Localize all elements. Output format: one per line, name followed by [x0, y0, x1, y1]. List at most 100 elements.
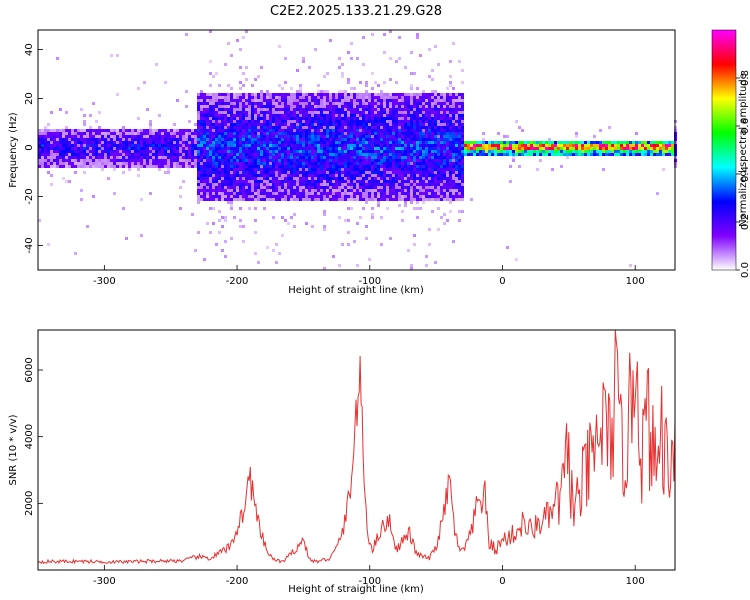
spectrogram-cell: [395, 174, 398, 177]
spectrogram-cell: [212, 174, 215, 177]
spectrogram-cell: [626, 147, 629, 150]
spectrogram-cell: [341, 108, 344, 111]
spectrogram-cell: [410, 114, 413, 117]
spectrogram-cell: [248, 99, 251, 102]
spectrogram-cell: [305, 159, 308, 162]
spectrogram-cell: [659, 141, 662, 144]
spectrogram-cell: [170, 138, 173, 141]
spectrogram-cell: [92, 159, 95, 162]
spectrogram-cell: [335, 144, 338, 147]
spectrogram-x-tick-label: -300: [93, 276, 116, 287]
spectrogram-cell: [233, 96, 236, 99]
spectrogram-cell: [221, 126, 224, 129]
spectrogram-cell: [461, 93, 464, 96]
spectrogram-cell: [92, 102, 95, 105]
spectrogram-cell: [215, 174, 218, 177]
spectrogram-cell: [422, 189, 425, 192]
spectrogram-cell: [359, 147, 362, 150]
spectrogram-cell: [395, 126, 398, 129]
spectrogram-cell: [173, 129, 176, 132]
spectrogram-cell: [209, 141, 212, 144]
spectrogram-cell: [401, 210, 404, 213]
spectrogram-cell: [317, 138, 320, 141]
spectrogram-cell: [443, 99, 446, 102]
spectrogram-cell: [311, 123, 314, 126]
spectrogram-cell: [389, 120, 392, 123]
spectrogram-cell: [344, 162, 347, 165]
spectrogram-cell: [371, 93, 374, 96]
spectrogram-cell: [362, 138, 365, 141]
spectrogram-cell: [341, 171, 344, 174]
spectrogram-cell: [224, 102, 227, 105]
spectrogram-cell: [239, 186, 242, 189]
spectrogram-cell: [293, 147, 296, 150]
spectrogram-cell: [389, 93, 392, 96]
spectrogram-cell: [461, 135, 464, 138]
spectrogram-cell: [644, 144, 647, 147]
spectrogram-cell: [197, 147, 200, 150]
spectrogram-cell: [236, 132, 239, 135]
spectrogram-cell: [230, 87, 233, 90]
spectrogram-cell: [71, 147, 74, 150]
spectrogram-cell: [623, 144, 626, 147]
spectrogram-cell: [404, 132, 407, 135]
spectrogram-cell: [347, 138, 350, 141]
spectrogram-cell: [380, 102, 383, 105]
spectrogram-cell: [98, 126, 101, 129]
spectrogram-cell: [305, 195, 308, 198]
spectrogram-cell: [80, 129, 83, 132]
spectrogram-cell: [335, 132, 338, 135]
spectrogram-cell: [515, 144, 518, 147]
spectrogram-cell: [182, 165, 185, 168]
spectrogram-cell: [365, 102, 368, 105]
spectrogram-cell: [425, 96, 428, 99]
spectrogram-cell: [191, 162, 194, 165]
spectrogram-cell: [305, 96, 308, 99]
spectrogram-cell: [83, 150, 86, 153]
spectrogram-cell: [287, 102, 290, 105]
spectrogram-cell: [476, 153, 479, 156]
spectrogram-cell: [356, 162, 359, 165]
spectrogram-cell: [413, 111, 416, 114]
spectrogram-cell: [353, 108, 356, 111]
spectrogram-cell: [428, 192, 431, 195]
spectrogram-cell: [374, 156, 377, 159]
spectrogram-cell: [227, 102, 230, 105]
spectrogram-cell: [446, 132, 449, 135]
spectrogram-cell: [218, 192, 221, 195]
spectrogram-cell: [260, 174, 263, 177]
spectrogram-cell: [311, 93, 314, 96]
spectrogram-cell: [356, 108, 359, 111]
spectrogram-cell: [47, 144, 50, 147]
spectrogram-cell: [203, 174, 206, 177]
spectrogram-cell: [611, 141, 614, 144]
spectrogram-cell: [641, 144, 644, 147]
spectrogram-cell: [446, 111, 449, 114]
spectrogram-cell: [215, 189, 218, 192]
spectrogram-cell: [290, 183, 293, 186]
spectrogram-cell: [446, 180, 449, 183]
spectrogram-cell: [398, 144, 401, 147]
spectrogram-cell: [290, 144, 293, 147]
spectrogram-cell: [53, 144, 56, 147]
spectrogram-cell: [206, 141, 209, 144]
spectrogram-cell: [47, 129, 50, 132]
spectrogram-cell: [293, 126, 296, 129]
spectrogram-cell: [275, 153, 278, 156]
spectrogram-cell: [362, 183, 365, 186]
spectrogram-cell: [242, 189, 245, 192]
spectrogram-cell: [449, 123, 452, 126]
spectrogram-cell: [350, 96, 353, 99]
spectrogram-cell: [245, 99, 248, 102]
spectrogram-cell: [266, 93, 269, 96]
spectrogram-cell: [401, 162, 404, 165]
spectrogram-cell: [308, 117, 311, 120]
spectrogram-cell: [371, 132, 374, 135]
spectrogram-cell: [194, 135, 197, 138]
spectrogram-cell: [371, 120, 374, 123]
spectrogram-cell: [377, 198, 380, 201]
spectrogram-cell: [461, 162, 464, 165]
spectrogram-cell: [368, 171, 371, 174]
spectrogram-cell: [443, 222, 446, 225]
spectrogram-cell: [284, 111, 287, 114]
